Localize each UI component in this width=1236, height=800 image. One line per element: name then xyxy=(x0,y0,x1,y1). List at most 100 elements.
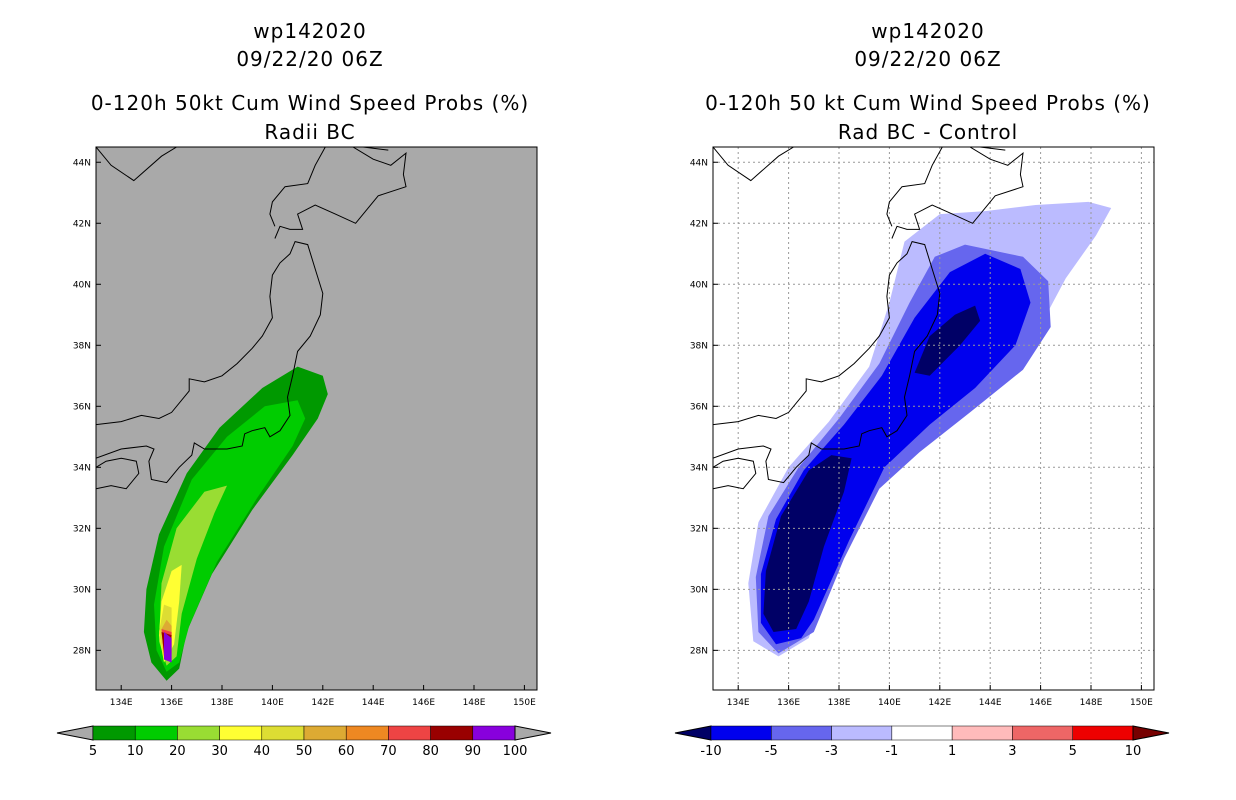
y-tick-label: 40N xyxy=(73,280,91,290)
y-tick-label: 32N xyxy=(73,524,91,534)
y-tick-label: 34N xyxy=(690,463,708,473)
colorbar-swatch xyxy=(891,725,953,741)
y-tick-label: 44N xyxy=(690,158,708,168)
coastline xyxy=(96,147,177,182)
colorbar-swatch xyxy=(134,725,178,741)
x-tick-label: 142E xyxy=(928,698,951,708)
coastline xyxy=(886,147,1024,239)
colorbar-high-arrow xyxy=(514,725,552,741)
coastline xyxy=(713,457,757,490)
contour-level--10 xyxy=(914,305,981,376)
x-tick-label: 136E xyxy=(777,698,800,708)
colorbar-swatch xyxy=(92,725,136,741)
x-tick-label: 134E xyxy=(110,698,133,708)
colorbar-label: 50 xyxy=(296,744,313,759)
colorbar-label: 30 xyxy=(211,744,228,759)
colorbar-swatch xyxy=(219,725,263,741)
colorbar-label: -5 xyxy=(765,744,778,759)
colorbar-swatch xyxy=(1012,725,1073,741)
colorbar-swatch xyxy=(710,725,772,741)
map-area xyxy=(713,147,1154,690)
colorbar-swatch xyxy=(831,725,893,741)
colorbar-swatch xyxy=(303,725,347,741)
y-tick-label: 42N xyxy=(690,219,708,229)
x-tick-label: 144E xyxy=(362,698,385,708)
colorbar-label: -1 xyxy=(885,744,898,759)
map-area xyxy=(96,147,407,681)
x-tick-label: 138E xyxy=(828,698,851,708)
x-tick-label: 146E xyxy=(1029,698,1052,708)
map-frame xyxy=(712,146,1155,691)
y-tick-label: 32N xyxy=(690,524,708,534)
y-tick-label: 42N xyxy=(73,219,91,229)
colorbar-label: 40 xyxy=(254,744,271,759)
coastline xyxy=(713,241,941,484)
map-frame xyxy=(95,146,538,691)
colorbar-swatch xyxy=(1072,725,1134,741)
panel1-subtitle: Radii BC xyxy=(264,120,356,144)
x-tick-label: 134E xyxy=(727,698,750,708)
colorbar-swatch xyxy=(472,725,516,741)
y-tick-label: 34N xyxy=(73,463,91,473)
x-tick-label: 146E xyxy=(412,698,435,708)
x-tick-label: 148E xyxy=(1080,698,1103,708)
colorbar-swatch xyxy=(261,725,305,741)
panel1-title: 0-120h 50kt Cum Wind Speed Probs (%) xyxy=(90,91,530,115)
colorbar-label: 100 xyxy=(503,744,528,759)
coastline xyxy=(363,147,389,151)
x-tick-label: 140E xyxy=(878,698,901,708)
colorbar-label: 1 xyxy=(948,744,956,759)
colorbar-low-arrow xyxy=(674,725,712,741)
colorbar-label: -3 xyxy=(825,744,838,759)
contour-level--10 xyxy=(763,455,852,632)
colorbar-label: -10 xyxy=(700,744,721,759)
coastline xyxy=(713,147,794,182)
coastline xyxy=(980,147,1006,151)
colorbar-label: 90 xyxy=(465,744,482,759)
colorbar-swatch xyxy=(430,725,474,741)
x-tick-label: 150E xyxy=(513,698,536,708)
colorbar-swatch xyxy=(951,725,1013,741)
colorbar-high-arrow xyxy=(1132,725,1170,741)
x-tick-label: 136E xyxy=(160,698,183,708)
y-tick-label: 28N xyxy=(73,646,91,656)
panel2-title: 0-120h 50 kt Cum Wind Speed Probs (%) xyxy=(705,91,1151,115)
contour-level-100 xyxy=(164,632,172,663)
colorbar-label: 10 xyxy=(127,744,144,759)
colorbar-label: 10 xyxy=(1125,744,1142,759)
contour-level-10 xyxy=(154,400,306,672)
panel2-storm-id: wp142020 xyxy=(871,19,985,43)
y-tick-label: 28N xyxy=(690,646,708,656)
x-tick-label: 150E xyxy=(1130,698,1153,708)
x-tick-label: 138E xyxy=(211,698,234,708)
coastline xyxy=(96,241,324,484)
y-tick-label: 38N xyxy=(690,341,708,351)
colorbar-label: 80 xyxy=(422,744,439,759)
y-tick-label: 30N xyxy=(690,585,708,595)
colorbar-label: 20 xyxy=(169,744,186,759)
x-tick-label: 142E xyxy=(311,698,334,708)
coastline xyxy=(269,147,407,239)
panel-2: 134E 136E 138E 140E 142E 144E 146E 148E 150E 28N 3… xyxy=(674,146,1170,759)
x-tick-label: 144E xyxy=(979,698,1002,708)
x-tick-label: 148E xyxy=(463,698,486,708)
colorbar-swatch xyxy=(771,725,832,741)
colorbar-label: 5 xyxy=(89,744,97,759)
colorbar-swatch xyxy=(177,725,220,741)
colorbar: 5 10 20 30 40 50 60 70 80 90 100 xyxy=(56,725,552,759)
panel1-datetime: 09/22/20 06Z xyxy=(236,47,384,71)
y-tick-label: 44N xyxy=(73,158,91,168)
colorbar-label: 3 xyxy=(1008,744,1016,759)
coastline xyxy=(96,457,140,490)
colorbar-label: 70 xyxy=(380,744,397,759)
colorbar-swatch xyxy=(388,725,431,741)
panel1-storm-id: wp142020 xyxy=(253,19,367,43)
panel-1: 134E 136E 138E 140E 142E 144E 146E 148E 150E 28N 3… xyxy=(56,146,552,759)
colorbar-label: 60 xyxy=(338,744,355,759)
y-tick-label: 40N xyxy=(690,280,708,290)
panel2-datetime: 09/22/20 06Z xyxy=(854,47,1002,71)
y-tick-label: 36N xyxy=(690,402,708,412)
contour-level--5 xyxy=(760,253,1031,645)
y-tick-label: 30N xyxy=(73,585,91,595)
